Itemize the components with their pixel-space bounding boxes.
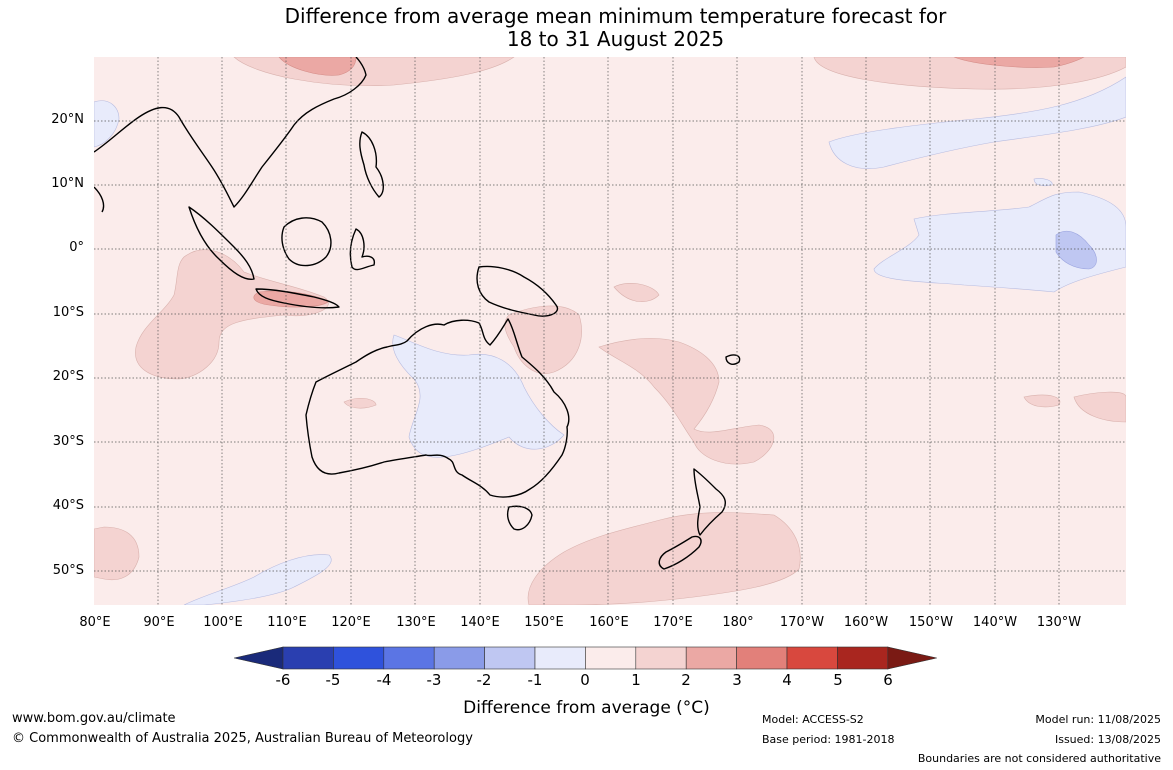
philippines-coastline [359,131,384,198]
lat-label-30s: 30°S [52,434,84,449]
footer-disclaimer: Boundaries are not considered authoritat… [917,752,1161,765]
colorbar-extend-low [234,646,284,670]
asia-mainland-coastline [94,57,367,208]
lon-label-80e: 80°E [79,615,111,630]
tasmania-coastline [506,505,533,531]
colorbar-cell [534,646,586,670]
colorbar-cell [685,646,737,670]
colorbar-cell [282,646,334,670]
colorbar-tick: 6 [883,671,893,689]
indian-peninsula-coastline [94,186,105,213]
colorbar-tick: -3 [426,671,442,689]
colorbar-tick: -1 [527,671,543,689]
lat-label-10s: 10°S [52,305,84,320]
lon-label-90e: 90°E [143,615,175,630]
colorbar-tick: -4 [376,671,392,689]
colorbar-tick: -2 [476,671,492,689]
lat-label-50s: 50°S [52,563,84,578]
anomaly-minus2-to-minus1-regions [1055,230,1097,270]
colorbar-cell [333,646,385,670]
lon-label-130w: 130°W [1036,615,1082,630]
new-zealand-north-coastline [693,468,726,536]
colorbar-tick: -6 [275,671,291,689]
colorbar-cell [837,646,889,670]
lon-label-160w: 160°W [843,615,889,630]
colorbar-cell [484,646,536,670]
footer-issued: Issued: 13/08/2025 [1054,733,1161,746]
anomaly-map [94,57,1126,605]
lon-label-140w: 140°W [972,615,1018,630]
lon-label-160e: 160°E [589,615,629,630]
lat-label-0: 0° [69,240,84,255]
colorbar-title: Difference from average (°C) [463,698,710,718]
colorbar-tick: 1 [631,671,641,689]
lon-label-100e: 100°E [203,615,243,630]
colorbar [234,646,937,670]
lon-label-120e: 120°E [331,615,371,630]
colorbar-cell [635,646,687,670]
colorbar-cell [585,646,637,670]
colorbar-cell [383,646,435,670]
colorbar-cell [786,646,838,670]
map-title-line-2: 18 to 31 August 2025 [506,27,725,51]
colorbar-cell [736,646,788,670]
colorbar-cell [433,646,485,670]
colorbar-tick: 2 [681,671,691,689]
coastlines [94,57,741,570]
colorbar-tick: 5 [833,671,843,689]
footer-website: www.bom.gov.au/climate [12,711,176,726]
lat-label-40s: 40°S [52,498,84,513]
footer-copyright: © Commonwealth of Australia 2025, Austra… [12,731,473,746]
footer-model-run: Model run: 11/08/2025 [1035,713,1161,726]
lat-label-20n: 20°N [51,112,84,127]
colorbar-tick: 4 [782,671,792,689]
sulawesi-coastline [349,228,376,271]
lon-label-150w: 150°W [908,615,954,630]
lat-label-20s: 20°S [52,369,84,384]
australia-coastline [305,318,570,498]
lon-label-180: 180° [722,615,754,630]
new-zealand-south-coastline [658,535,702,570]
lon-label-140e: 140°E [460,615,500,630]
borneo-coastline [281,217,332,267]
lon-label-170e: 170°E [653,615,693,630]
lat-label-10n: 10°N [51,176,84,191]
colorbar-tick: 3 [732,671,742,689]
graticule [94,57,1126,605]
sumatra-coastline [188,206,255,280]
lon-label-170w: 170°W [779,615,825,630]
footer-base-period: Base period: 1981-2018 [762,733,895,746]
lon-label-150e: 150°E [524,615,564,630]
map-title-line-1: Difference from average mean minimum tem… [284,4,947,28]
colorbar-extend-high [887,646,937,670]
footer-model: Model: ACCESS-S2 [762,713,864,726]
vanuatu-fiji-coastline [725,354,741,365]
anomaly-2-to-3-regions [253,57,1085,308]
colorbar-tick: -5 [325,671,341,689]
lon-label-110e: 110°E [267,615,307,630]
colorbar-tick: 0 [580,671,590,689]
java-coastline [255,288,340,309]
anomaly-minus1-to-0-regions [94,76,1126,605]
anomaly-1-to-2-regions [94,57,1126,605]
lon-label-130e: 130°E [396,615,436,630]
